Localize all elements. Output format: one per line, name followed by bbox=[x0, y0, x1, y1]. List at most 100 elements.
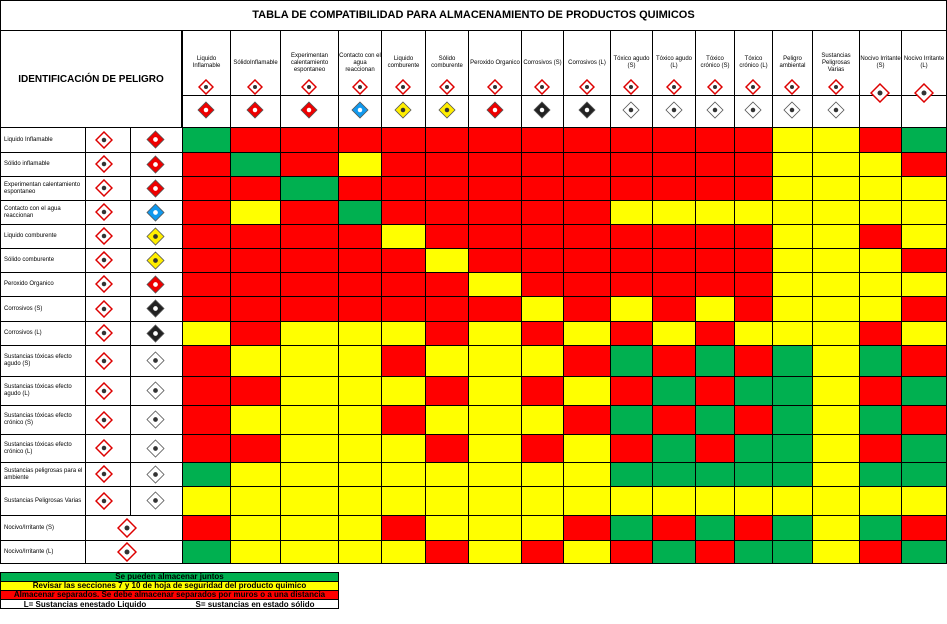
compat-cell bbox=[425, 296, 469, 322]
compat-cell bbox=[563, 176, 611, 201]
compat-cell bbox=[381, 486, 426, 516]
compat-cell bbox=[563, 515, 611, 541]
compat-cell bbox=[563, 405, 611, 435]
compat-cell bbox=[230, 486, 281, 516]
compat-cell bbox=[652, 434, 696, 463]
compat-cell bbox=[734, 224, 773, 249]
transport-label bbox=[145, 130, 165, 149]
compat-cell bbox=[182, 152, 231, 177]
compat-cell bbox=[521, 272, 564, 297]
transport-label bbox=[145, 299, 165, 318]
row-label: Liquido Inflamable bbox=[0, 127, 86, 153]
compat-cell bbox=[859, 462, 902, 487]
compat-cell bbox=[182, 345, 231, 377]
compat-cell bbox=[563, 376, 611, 406]
transport-label bbox=[577, 101, 596, 119]
compat-cell bbox=[859, 345, 902, 377]
compat-cell bbox=[182, 296, 231, 322]
compat-cell bbox=[230, 405, 281, 435]
compat-cell bbox=[381, 345, 426, 377]
compat-cell bbox=[425, 152, 469, 177]
compat-cell bbox=[230, 176, 281, 201]
compat-cell bbox=[652, 486, 696, 516]
compat-cell bbox=[230, 462, 281, 487]
ghs-pictogram bbox=[95, 299, 113, 318]
transport-label bbox=[622, 101, 640, 119]
compat-cell bbox=[695, 345, 735, 377]
transport-label bbox=[145, 323, 165, 343]
compat-cell bbox=[772, 224, 813, 249]
compat-cell bbox=[280, 176, 339, 201]
compat-cell bbox=[695, 462, 735, 487]
row-label: Nocivo/Irritante (S) bbox=[0, 515, 86, 541]
compat-cell bbox=[734, 127, 773, 153]
ghs-pictogram bbox=[95, 491, 113, 510]
compat-cell bbox=[280, 540, 339, 564]
transport-label bbox=[145, 491, 165, 510]
compat-cell bbox=[182, 224, 231, 249]
ghs-pictogram bbox=[95, 130, 113, 149]
ghs-pictogram bbox=[913, 83, 934, 103]
compat-cell bbox=[425, 540, 469, 564]
compat-cell bbox=[859, 486, 902, 516]
compat-cell bbox=[859, 224, 902, 249]
compat-cell bbox=[695, 405, 735, 435]
compat-cell bbox=[772, 515, 813, 541]
compat-cell bbox=[182, 127, 231, 153]
compat-cell bbox=[280, 127, 339, 153]
compat-cell bbox=[812, 152, 860, 177]
compat-cell bbox=[338, 248, 382, 273]
row-label: Sólido comburente bbox=[0, 248, 86, 273]
compat-cell bbox=[280, 224, 339, 249]
compat-cell bbox=[734, 296, 773, 322]
compat-cell bbox=[901, 540, 947, 564]
compat-cell bbox=[230, 272, 281, 297]
compat-cell bbox=[338, 224, 382, 249]
compat-cell bbox=[859, 152, 902, 177]
compat-cell bbox=[230, 540, 281, 564]
compat-cell bbox=[563, 224, 611, 249]
compat-cell bbox=[901, 176, 947, 201]
compat-cell bbox=[182, 200, 231, 225]
compat-cell bbox=[230, 434, 281, 463]
compat-cell bbox=[734, 405, 773, 435]
compat-cell bbox=[610, 462, 653, 487]
compat-cell bbox=[425, 405, 469, 435]
compat-cell bbox=[652, 540, 696, 564]
compat-cell bbox=[734, 540, 773, 564]
compat-cell bbox=[812, 486, 860, 516]
compat-cell bbox=[734, 152, 773, 177]
compat-cell bbox=[521, 434, 564, 463]
compat-cell bbox=[280, 515, 339, 541]
transport-label bbox=[197, 101, 215, 119]
compat-cell bbox=[468, 272, 522, 297]
compat-cell bbox=[230, 321, 281, 346]
compat-cell bbox=[812, 248, 860, 273]
compat-cell bbox=[521, 224, 564, 249]
compat-cell bbox=[772, 462, 813, 487]
compat-cell bbox=[812, 321, 860, 346]
compat-cell bbox=[859, 434, 902, 463]
compat-cell bbox=[182, 486, 231, 516]
compat-cell bbox=[230, 248, 281, 273]
compat-cell bbox=[859, 176, 902, 201]
compat-cell bbox=[468, 405, 522, 435]
compat-cell bbox=[610, 345, 653, 377]
compat-cell bbox=[652, 321, 696, 346]
ghs-pictogram bbox=[95, 381, 113, 400]
compat-cell bbox=[468, 224, 522, 249]
compat-cell bbox=[859, 248, 902, 273]
compat-cell bbox=[521, 376, 564, 406]
compat-cell bbox=[812, 434, 860, 463]
transport-label bbox=[826, 101, 845, 119]
compat-cell bbox=[425, 272, 469, 297]
compat-cell bbox=[901, 376, 947, 406]
compat-cell bbox=[610, 176, 653, 201]
compat-cell bbox=[901, 345, 947, 377]
compat-cell bbox=[563, 127, 611, 153]
compat-cell bbox=[338, 540, 382, 564]
header-left: IDENTIFICACIÓN DE PELIGRO bbox=[0, 30, 182, 128]
compat-cell bbox=[812, 176, 860, 201]
compat-cell bbox=[610, 321, 653, 346]
compat-cell bbox=[425, 248, 469, 273]
